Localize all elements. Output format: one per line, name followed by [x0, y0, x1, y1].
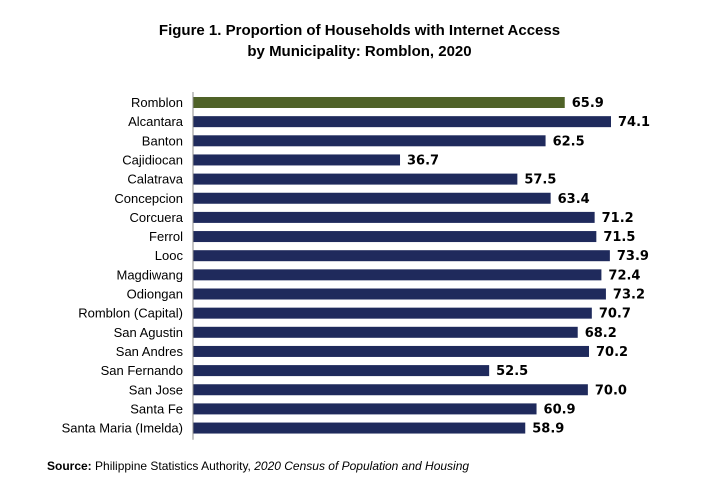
category-label-10: Odiongan	[127, 287, 183, 302]
data-label-8: 73.9	[617, 249, 649, 264]
data-label-7: 71.5	[603, 230, 635, 245]
bar-1	[193, 116, 611, 128]
source-org: Philippine Statistics Authority,	[95, 459, 251, 473]
category-label-12: San Agustin	[114, 325, 183, 340]
category-label-16: Santa Fe	[130, 401, 183, 416]
bar-6	[193, 211, 595, 223]
data-label-3: 36.7	[407, 153, 439, 168]
bar-11	[193, 307, 592, 319]
category-label-3: Cajidiocan	[122, 152, 183, 167]
bar-12	[193, 326, 578, 338]
bar-10	[193, 288, 606, 300]
source-note: Source: Philippine Statistics Authority,…	[47, 459, 469, 473]
category-label-0: Romblon	[131, 95, 183, 110]
chart-title-line-2: by Municipality: Romblon, 2020	[247, 43, 472, 60]
category-label-7: Ferrol	[149, 229, 183, 244]
bar-14	[193, 365, 490, 377]
data-label-15: 70.0	[595, 383, 627, 398]
bar-7	[193, 231, 597, 243]
category-label-5: Concepcion	[114, 191, 183, 206]
data-label-14: 52.5	[496, 364, 528, 379]
category-label-15: San Jose	[129, 382, 183, 397]
chart-title-line-1: Figure 1. Proportion of Households with …	[158, 22, 561, 39]
data-label-2: 62.5	[553, 134, 585, 149]
bar-0	[193, 97, 565, 108]
bar-4	[193, 173, 518, 185]
data-label-11: 70.7	[599, 307, 631, 322]
data-label-10: 73.2	[613, 288, 645, 303]
bar-15	[193, 384, 588, 396]
data-label-5: 63.4	[558, 192, 590, 207]
category-label-11: Romblon (Capital)	[78, 306, 183, 321]
category-label-8: Looc	[155, 248, 184, 263]
category-label-4: Calatrava	[127, 172, 183, 187]
bar-3	[193, 154, 401, 166]
bar-13	[193, 345, 589, 357]
category-label-13: San Andres	[116, 344, 184, 359]
bar-9	[193, 269, 602, 281]
data-label-0: 65.9	[572, 96, 604, 111]
source-publication: 2020 Census of Population and Housing	[254, 459, 470, 473]
category-label-9: Magdiwang	[117, 267, 184, 282]
category-label-14: San Fernando	[101, 363, 183, 378]
bar-2	[193, 135, 546, 147]
category-label-2: Banton	[142, 133, 183, 148]
data-label-12: 68.2	[585, 326, 617, 341]
data-label-4: 57.5	[524, 173, 556, 188]
bar-17	[193, 422, 526, 434]
data-label-13: 70.2	[596, 345, 628, 360]
category-label-6: Corcuera	[130, 210, 184, 225]
bar-5	[193, 192, 551, 204]
data-label-16: 60.9	[544, 402, 576, 417]
data-label-1: 74.1	[618, 115, 650, 130]
bar-16	[193, 403, 537, 415]
bar-8	[193, 250, 610, 262]
category-label-17: Santa Maria (Imelda)	[62, 421, 183, 436]
data-label-6: 71.2	[602, 211, 634, 226]
data-label-17: 58.9	[532, 422, 564, 437]
source-label: Source:	[47, 459, 92, 473]
data-label-9: 72.4	[608, 268, 640, 283]
chart-title: Figure 1. Proportion of Households with …	[0, 20, 719, 62]
category-label-1: Alcantara	[128, 114, 184, 129]
